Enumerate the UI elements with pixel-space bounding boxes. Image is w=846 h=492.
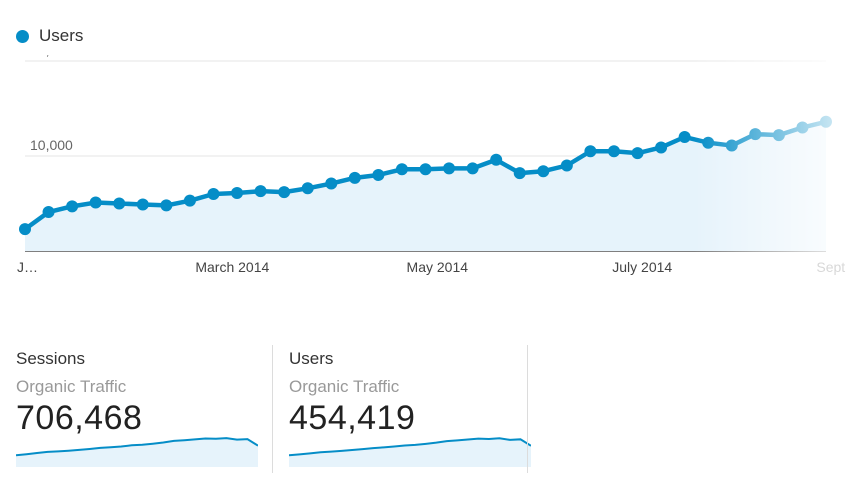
data-point[interactable] [301, 182, 314, 195]
data-point[interactable] [537, 165, 550, 178]
data-point[interactable] [89, 196, 102, 209]
card-metric-value: 706,468 [16, 399, 143, 437]
data-point[interactable] [655, 141, 668, 154]
y-tick-label: 20,000 [30, 55, 73, 58]
users-sparkline [289, 437, 531, 467]
empty-scorecard-slot [527, 345, 677, 473]
data-point[interactable] [348, 171, 361, 184]
users-line-chart: 20,000 10,000 J… March 2014 May 2014 July 20… [0, 55, 846, 290]
legend-label: Users [39, 26, 84, 45]
data-point[interactable] [607, 145, 620, 158]
sparkline-line [289, 437, 531, 457]
data-point[interactable] [513, 167, 526, 180]
data-point[interactable] [820, 115, 832, 128]
data-point[interactable] [796, 121, 809, 134]
data-point[interactable] [702, 136, 715, 149]
data-point[interactable] [490, 153, 503, 166]
data-point[interactable] [395, 163, 408, 176]
y-tick-label: 10,000 [30, 137, 73, 153]
legend-dot-icon [16, 29, 29, 43]
data-point[interactable] [136, 198, 149, 211]
data-point[interactable] [113, 197, 126, 210]
data-point[interactable] [678, 131, 691, 143]
data-point[interactable] [419, 163, 432, 176]
x-tick-label: Sept… [816, 259, 846, 275]
scorecards: Sessions Organic Traffic 706,468 Users O… [0, 345, 677, 473]
sparkline-area [289, 438, 531, 467]
sessions-scorecard[interactable]: Sessions Organic Traffic 706,468 [0, 345, 272, 473]
data-point[interactable] [325, 177, 338, 190]
card-metric-value: 454,419 [289, 399, 416, 437]
x-tick-label: J… [17, 259, 38, 275]
data-point[interactable] [584, 145, 597, 158]
data-point[interactable] [42, 206, 55, 219]
data-point[interactable] [160, 199, 173, 212]
data-point[interactable] [207, 188, 220, 200]
card-metric-label: Users [289, 349, 334, 368]
sessions-sparkline [16, 437, 258, 467]
data-point[interactable] [772, 129, 785, 142]
data-point[interactable] [66, 200, 79, 213]
data-point[interactable] [631, 147, 644, 160]
data-point[interactable] [725, 139, 738, 152]
data-point[interactable] [749, 128, 762, 141]
data-point[interactable] [278, 186, 291, 199]
data-point[interactable] [183, 194, 196, 207]
data-point[interactable] [560, 159, 573, 172]
card-segment-label: Organic Traffic [16, 377, 127, 396]
sparkline-area [16, 438, 258, 467]
sparkline-line [16, 437, 258, 457]
data-point[interactable] [254, 185, 267, 198]
data-point[interactable] [231, 187, 244, 200]
data-point[interactable] [372, 169, 385, 181]
users-scorecard[interactable]: Users Organic Traffic 454,419 [272, 345, 531, 473]
x-tick-label: May 2014 [407, 259, 469, 275]
card-segment-label: Organic Traffic [289, 377, 400, 396]
x-tick-label: March 2014 [195, 259, 269, 275]
data-point[interactable] [466, 162, 479, 175]
chart-legend[interactable]: Users [16, 26, 83, 46]
data-point[interactable] [19, 223, 31, 236]
x-tick-label: July 2014 [612, 259, 672, 275]
data-point[interactable] [443, 162, 456, 175]
card-metric-label: Sessions [16, 349, 85, 368]
